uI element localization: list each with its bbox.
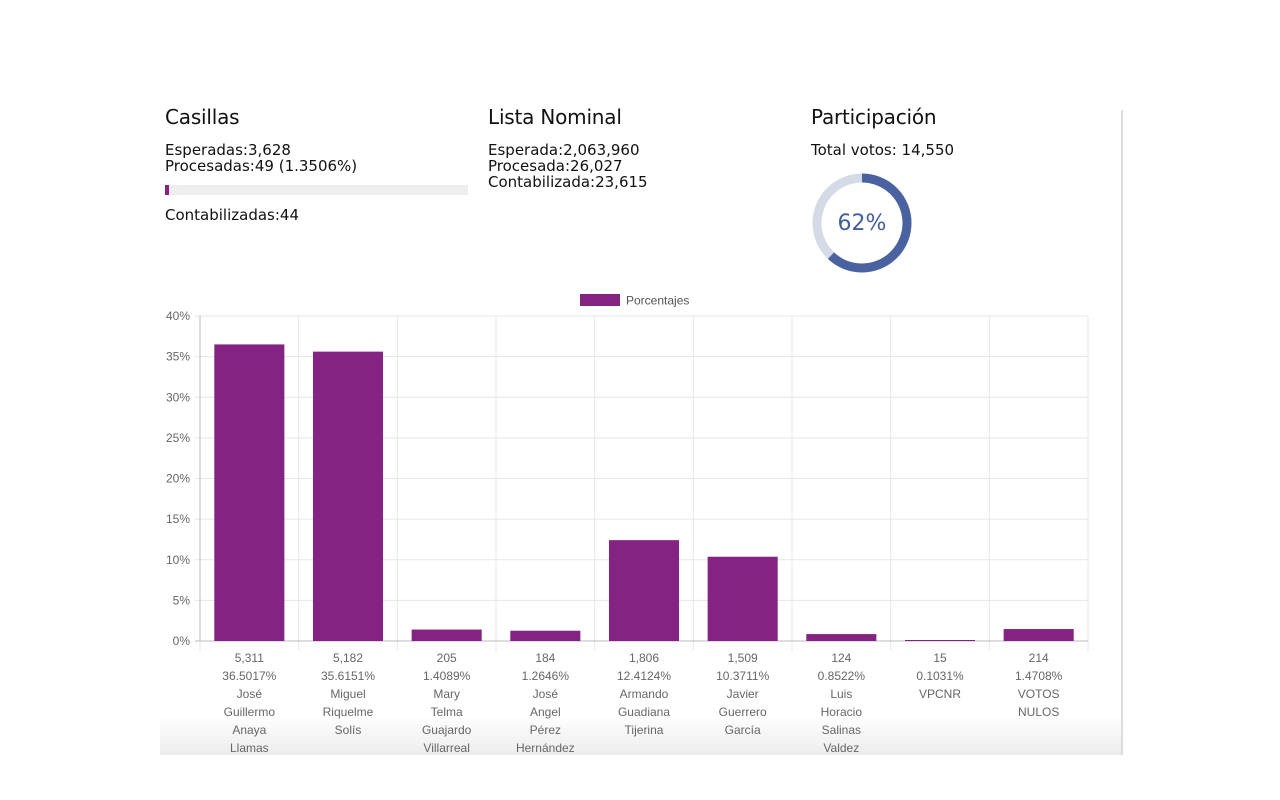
casillas-title: Casillas bbox=[165, 105, 240, 129]
donut-arc bbox=[812, 173, 912, 273]
x-tick-label: Telma bbox=[431, 705, 463, 719]
x-tick-label: José bbox=[533, 687, 559, 701]
x-tick-label: García bbox=[725, 723, 761, 737]
x-tick-label: 0.1031% bbox=[916, 669, 964, 683]
y-tick-label: 20% bbox=[166, 472, 190, 486]
x-tick-label: 1.4089% bbox=[423, 669, 471, 683]
x-tick-label: Mary bbox=[433, 687, 460, 701]
participacion-total-votos: Total votos: 14,550 bbox=[811, 141, 955, 159]
x-tick-label: 10.3711% bbox=[716, 669, 769, 683]
x-tick-label: 124 bbox=[831, 651, 851, 665]
casillas-progress-fill bbox=[165, 185, 170, 195]
x-tick-label: 214 bbox=[1029, 651, 1049, 665]
legend-swatch bbox=[580, 294, 620, 306]
x-tick-label: Javier bbox=[727, 687, 759, 701]
x-tick-label: Anaya bbox=[232, 723, 266, 737]
x-tick-label: NULOS bbox=[1018, 705, 1059, 719]
lista-procesada: Procesada:26,027 bbox=[488, 157, 623, 175]
x-tick-label: 1,509 bbox=[728, 651, 758, 665]
x-tick-label: 36.5017% bbox=[222, 669, 276, 683]
x-tick-label: Guerrero bbox=[719, 705, 767, 719]
bar bbox=[608, 540, 680, 641]
bar bbox=[312, 351, 384, 641]
x-tick-label: 5,182 bbox=[333, 651, 363, 665]
x-tick-label: Guajardo bbox=[422, 723, 472, 737]
lista-nominal-section: Lista Nominal Esperada:2,063,960 Procesa… bbox=[488, 105, 788, 190]
y-tick-label: 30% bbox=[166, 390, 190, 404]
x-tick-label: 0.8522% bbox=[818, 669, 866, 683]
bar bbox=[904, 640, 976, 641]
casillas-esperadas: Esperadas:3,628 bbox=[165, 141, 291, 159]
x-tick-label: Villarreal bbox=[423, 741, 469, 755]
x-tick-label: Tijerina bbox=[625, 723, 664, 737]
y-tick-label: 0% bbox=[173, 634, 191, 648]
x-tick-label: 1.4708% bbox=[1015, 669, 1063, 683]
x-tick-label: VOTOS bbox=[1018, 687, 1060, 701]
y-tick-label: 25% bbox=[166, 431, 190, 445]
x-tick-label: Guadiana bbox=[618, 705, 670, 719]
bar bbox=[806, 634, 877, 641]
x-tick-label: 184 bbox=[535, 651, 555, 665]
y-tick-label: 15% bbox=[166, 512, 190, 526]
x-tick-label: Guillermo bbox=[224, 705, 276, 719]
bar bbox=[214, 344, 285, 641]
x-tick-label: VPCNR bbox=[919, 687, 961, 701]
bar bbox=[411, 629, 482, 641]
participacion-title: Participación bbox=[811, 105, 937, 129]
x-tick-label: Armando bbox=[620, 687, 669, 701]
x-tick-label: 35.6151% bbox=[321, 669, 375, 683]
x-tick-label: Salinas bbox=[822, 723, 861, 737]
legend-label: Porcentajes bbox=[626, 294, 689, 308]
x-tick-label: Hernández bbox=[516, 741, 575, 755]
x-tick-label: Horacio bbox=[821, 705, 863, 719]
casillas-procesadas: Procesadas:49 (1.3506%) bbox=[165, 157, 358, 175]
x-tick-label: 15 bbox=[933, 651, 947, 665]
lista-contabilizada: Contabilizada:23,615 bbox=[488, 173, 648, 191]
y-tick-label: 35% bbox=[166, 350, 190, 364]
x-tick-label: Llamas bbox=[230, 741, 269, 755]
x-tick-label: 205 bbox=[437, 651, 457, 665]
y-tick-label: 10% bbox=[166, 553, 190, 567]
x-tick-label: Miguel bbox=[330, 687, 365, 701]
x-tick-label: Riquelme bbox=[323, 705, 374, 719]
x-tick-label: 12.4124% bbox=[617, 669, 671, 683]
x-tick-label: 1,806 bbox=[629, 651, 659, 665]
y-tick-label: 5% bbox=[173, 593, 191, 607]
x-tick-label: Valdez bbox=[823, 741, 859, 755]
results-bar-chart: Porcentajes 0% 5% 10% 15% 20% 25% 30% 35% 40% 5,31… bbox=[166, 294, 1089, 755]
casillas-section: Casillas Esperadas:3,628 Procesadas:49 (… bbox=[165, 105, 470, 224]
lista-esperada: Esperada:2,063,960 bbox=[488, 141, 640, 159]
x-tick-label: José bbox=[237, 687, 263, 701]
panel-bottom-fade bbox=[160, 715, 1121, 755]
participacion-donut: 62% bbox=[811, 172, 913, 274]
participacion-section: Participación Total votos: 14,550 bbox=[811, 105, 1111, 158]
x-tick-label: 1.2646% bbox=[522, 669, 570, 683]
bar bbox=[1003, 629, 1074, 641]
x-tick-label: 5,311 bbox=[235, 651, 264, 665]
bar bbox=[707, 556, 778, 641]
x-tick-label: Luis bbox=[830, 687, 852, 701]
y-tick-label: 40% bbox=[166, 309, 190, 323]
casillas-contabilizadas: Contabilizadas:44 bbox=[165, 206, 299, 224]
casillas-progress-bar bbox=[165, 185, 468, 195]
donut-percent-label: 62% bbox=[837, 210, 887, 236]
dashboard-panel bbox=[160, 110, 1123, 755]
x-tick-label: Pérez bbox=[530, 723, 561, 737]
x-tick-label: Angel bbox=[530, 705, 561, 719]
bar bbox=[510, 630, 581, 641]
lista-nominal-title: Lista Nominal bbox=[488, 105, 622, 129]
x-tick-label: Solís bbox=[335, 723, 362, 737]
